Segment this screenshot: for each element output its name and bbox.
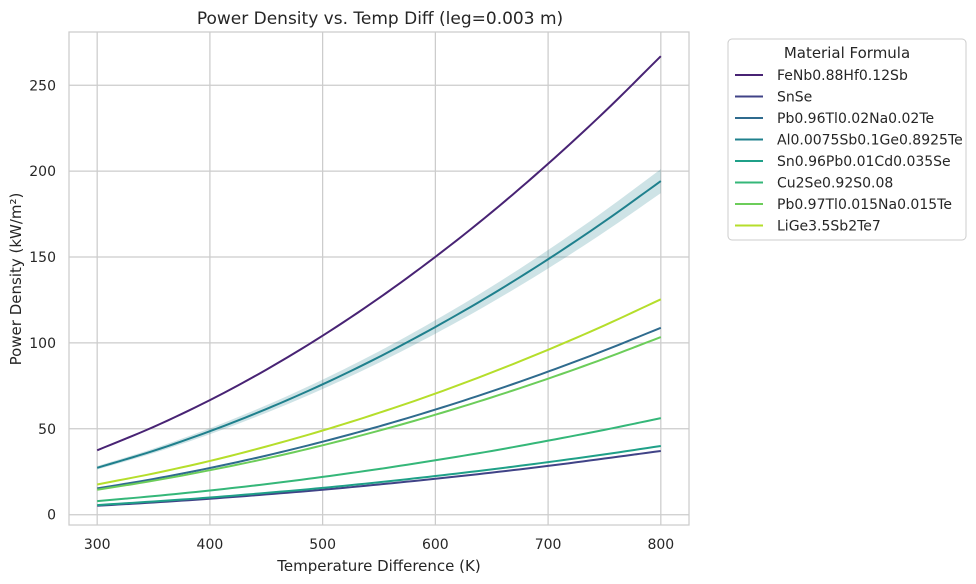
legend-item: Cu2Se0.92S0.08 [735, 176, 893, 192]
y-tick-label: 250 [29, 78, 56, 94]
series-line-cu2se0-92s0-08 [97, 417, 662, 503]
x-tick-label: 300 [84, 537, 111, 553]
plot-area [68, 31, 690, 526]
chart-title: Power Density vs. Temp Diff (leg=0.003 m… [197, 9, 563, 29]
y-tick-label: 100 [29, 336, 56, 352]
series-line-pb0-97tl0-015na0-015te [97, 336, 662, 491]
legend: Material Formula FeNb0.88Hf0.12Sb SnSe Pb0… [727, 38, 967, 241]
legend-label: SnSe [777, 90, 812, 106]
x-tick-label: 800 [647, 537, 674, 553]
x-tick-label: 700 [535, 537, 562, 553]
legend-label: FeNb0.88Hf0.12Sb [777, 68, 908, 84]
plot-frame [68, 31, 690, 526]
series-line-pb0-96tl0-02na0-02te [97, 326, 662, 490]
series-line-snse [97, 449, 661, 507]
legend-item: FeNb0.88Hf0.12Sb [735, 68, 908, 84]
legend-frame [727, 38, 967, 241]
series-line-lige3-5sb2te7 [96, 298, 662, 486]
x-axis-label: Temperature Difference (K) [276, 557, 480, 575]
legend-label: Cu2Se0.92S0.08 [777, 176, 893, 192]
legend-item: Pb0.97Tl0.015Na0.015Te [735, 197, 952, 213]
legend-item: SnSe [735, 90, 812, 106]
x-tick-label: 600 [422, 537, 449, 553]
series-line-al0-0075sb0-1ge0-8925te [96, 180, 662, 469]
y-tick-label: 200 [29, 164, 56, 180]
legend-items: FeNb0.88Hf0.12Sb SnSe Pb0.96Tl0.02Na0.02Te… [735, 68, 963, 235]
legend-label: Pb0.97Tl0.015Na0.015Te [777, 197, 952, 213]
legend-item: Pb0.96Tl0.02Na0.02Te [735, 111, 934, 127]
legend-item: Sn0.96Pb0.01Cd0.035Se [735, 154, 951, 170]
x-tick-label: 500 [309, 537, 336, 553]
y-tick-label: 0 [47, 508, 56, 524]
legend-label: Sn0.96Pb0.01Cd0.035Se [777, 154, 951, 170]
series-line-fenb0-88hf0-12sb [96, 55, 662, 452]
grid-lines [69, 32, 689, 525]
y-axis: 0 50 100 150 200 250 [29, 78, 56, 523]
x-axis: 300 400 500 600 700 800 [84, 537, 674, 553]
y-tick-label: 150 [29, 250, 56, 266]
legend-label: Pb0.96Tl0.02Na0.02Te [777, 111, 934, 127]
legend-label: Al0.0075Sb0.1Ge0.8925Te [777, 133, 963, 149]
legend-item: LiGe3.5Sb2Te7 [735, 219, 881, 235]
y-axis-label: Power Density (kW/m²) [7, 193, 25, 366]
series-lines [96, 55, 662, 507]
legend-title: Material Formula [784, 44, 910, 62]
series-line-sn0-96pb0-01cd0-035se [97, 444, 661, 507]
x-tick-label: 400 [197, 537, 224, 553]
y-tick-label: 50 [38, 422, 56, 438]
legend-label: LiGe3.5Sb2Te7 [777, 219, 881, 235]
legend-item: Al0.0075Sb0.1Ge0.8925Te [735, 133, 963, 149]
